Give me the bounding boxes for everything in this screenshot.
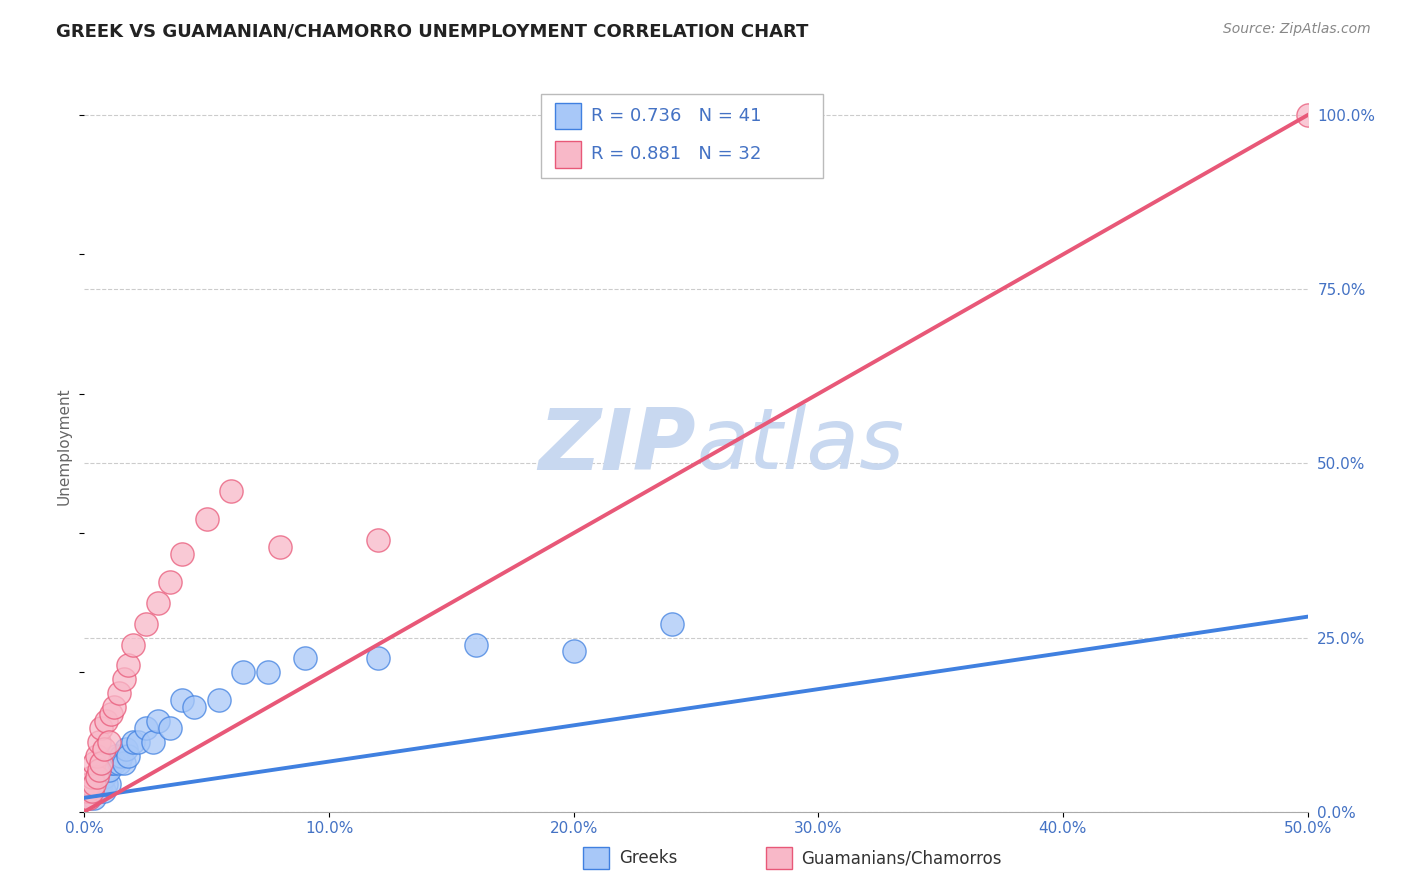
Point [90,777,112,791]
Point [367,651,389,665]
Point [146,714,169,728]
Point [367,533,389,547]
Point [83,756,105,770]
Text: Greeks: Greeks [619,849,678,867]
Point [96,714,118,728]
Point [107,686,129,700]
Point [117,658,139,673]
Point [183,700,205,714]
Point [77,790,100,805]
Point [122,638,145,652]
Point [90,756,112,770]
Text: R = 0.736   N = 41: R = 0.736 N = 41 [591,107,761,125]
Point [122,735,145,749]
Point [90,721,112,735]
Point [103,756,125,770]
Y-axis label: Unemployment: Unemployment [56,387,72,505]
Point [208,693,231,707]
Point [127,735,149,749]
Point [97,735,120,749]
Text: Source: ZipAtlas.com: Source: ZipAtlas.com [1223,22,1371,37]
Point [97,777,120,791]
Point [86,784,108,798]
Point [93,742,115,756]
Point [159,721,181,735]
Point [195,512,218,526]
Point [219,484,242,499]
Point [103,700,125,714]
Point [115,742,138,756]
Point [73,790,96,805]
Point [97,763,120,777]
Point [100,707,122,722]
Point [562,644,585,658]
Point [135,616,157,631]
Point [77,790,100,805]
Point [86,777,108,791]
Point [87,763,110,777]
Point [87,784,110,798]
Point [100,756,122,770]
Point [73,784,96,798]
Point [112,756,135,770]
Point [83,777,105,791]
Point [80,784,103,798]
Point [83,790,105,805]
Point [146,596,169,610]
Point [96,777,118,791]
Point [172,547,194,561]
Text: GREEK VS GUAMANIAN/CHAMORRO UNEMPLOYMENT CORRELATION CHART: GREEK VS GUAMANIAN/CHAMORRO UNEMPLOYMENT… [56,22,808,40]
Point [294,651,316,665]
Point [83,777,105,791]
Point [464,638,486,652]
Point [110,749,132,764]
Point [257,665,280,680]
Text: atlas: atlas [696,404,904,488]
Point [77,777,100,791]
Text: ZIP: ZIP [538,404,696,488]
Point [93,770,115,784]
Text: R = 0.881   N = 32: R = 0.881 N = 32 [591,145,761,163]
Point [142,735,165,749]
Point [86,770,108,784]
Point [172,693,194,707]
Point [159,574,181,589]
Point [105,749,128,764]
Point [112,673,135,687]
Text: Guamanians/Chamorros: Guamanians/Chamorros [801,849,1002,867]
Point [87,770,110,784]
Point [80,770,103,784]
Point [661,616,683,631]
Point [1296,108,1319,122]
Point [232,665,254,680]
Point [86,749,108,764]
Point [76,784,98,798]
Point [93,784,115,798]
Point [135,721,157,735]
Point [107,756,129,770]
Point [269,540,291,554]
Point [90,763,112,777]
Point [87,735,110,749]
Point [80,784,103,798]
Point [96,763,118,777]
Point [117,749,139,764]
